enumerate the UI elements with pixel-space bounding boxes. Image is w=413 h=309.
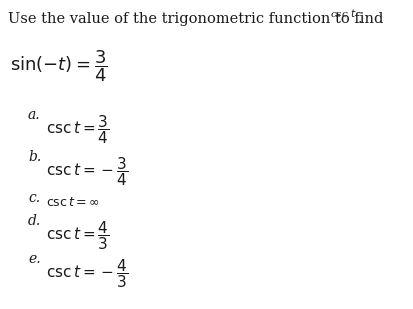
Text: a.: a. <box>28 108 40 122</box>
Text: e.: e. <box>28 252 40 266</box>
Text: b.: b. <box>28 150 41 164</box>
Text: c.: c. <box>28 191 40 205</box>
Text: $\mathrm{csc}\,t = -\dfrac{3}{4}$: $\mathrm{csc}\,t = -\dfrac{3}{4}$ <box>46 155 128 188</box>
Text: $\sin(-t) = \dfrac{3}{4}$: $\sin(-t) = \dfrac{3}{4}$ <box>10 48 107 84</box>
Text: $\mathrm{csc}\,t = -\dfrac{4}{3}$: $\mathrm{csc}\,t = -\dfrac{4}{3}$ <box>46 257 128 290</box>
Text: $\mathrm{csc}\,t = \infty$: $\mathrm{csc}\,t = \infty$ <box>46 196 100 209</box>
Text: d.: d. <box>28 214 41 228</box>
Text: Use the value of the trigonometric function to find: Use the value of the trigonometric funct… <box>8 12 382 26</box>
Text: $\mathrm{csc}\,t = \dfrac{4}{3}$: $\mathrm{csc}\,t = \dfrac{4}{3}$ <box>46 219 109 252</box>
Text: .: . <box>357 12 362 26</box>
Text: $\mathrm{csc}\,t = \dfrac{3}{4}$: $\mathrm{csc}\,t = \dfrac{3}{4}$ <box>46 113 109 146</box>
Text: csc $t$: csc $t$ <box>329 7 356 19</box>
